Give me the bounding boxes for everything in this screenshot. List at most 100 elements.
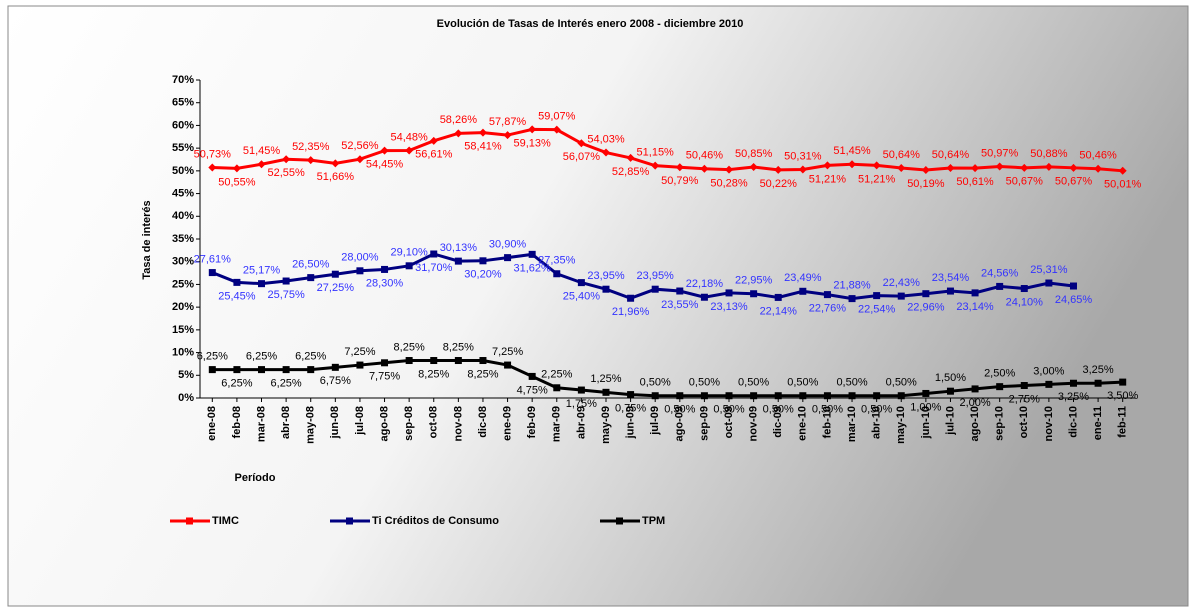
value-label: 50,01% (1104, 179, 1142, 191)
x-tick-label: mar-10 (846, 406, 858, 442)
point (233, 278, 241, 286)
y-tick-label: 55% (172, 142, 194, 154)
value-label: 0,50% (787, 377, 818, 389)
value-label: 2,25% (541, 369, 572, 381)
value-label: 3,50% (1107, 390, 1138, 402)
x-tick-label: ago-09 (674, 406, 686, 441)
value-label: 52,85% (612, 166, 650, 178)
point (996, 282, 1004, 290)
point (282, 366, 290, 374)
value-label: 23,49% (784, 272, 822, 284)
legend-label: TPM (642, 515, 665, 527)
value-label: 0,50% (886, 377, 917, 389)
x-tick-label: abr-10 (871, 406, 883, 439)
point (823, 392, 831, 400)
point (1045, 279, 1053, 287)
x-tick-label: feb-08 (231, 406, 243, 438)
value-label: 26,50% (292, 259, 330, 271)
value-label: 23,95% (637, 270, 675, 282)
point (1069, 379, 1077, 387)
point (355, 155, 364, 164)
point (651, 392, 659, 400)
point (651, 285, 659, 293)
point (258, 280, 266, 288)
x-tick-label: nov-10 (1043, 406, 1055, 441)
point (627, 391, 635, 399)
value-label: 7,25% (492, 346, 523, 358)
point (577, 279, 585, 287)
value-label: 24,65% (1055, 294, 1093, 306)
value-label: 52,55% (267, 167, 305, 179)
value-label: 25,17% (243, 265, 281, 277)
value-label: 25,45% (218, 290, 256, 302)
point (282, 277, 290, 285)
point (823, 291, 831, 299)
y-tick-label: 10% (172, 346, 194, 358)
point (946, 287, 954, 295)
point (577, 386, 585, 394)
point (430, 357, 438, 365)
value-label: 50,88% (1030, 148, 1068, 160)
value-label: 0,50% (763, 404, 794, 416)
value-label: 22,43% (883, 277, 921, 289)
value-label: 51,66% (317, 171, 355, 183)
x-tick-label: sep-08 (403, 406, 415, 441)
point (848, 160, 857, 169)
value-label: 51,45% (243, 145, 281, 157)
series-line (212, 127, 1123, 173)
value-label: 1,50% (935, 372, 966, 384)
point (405, 262, 413, 270)
y-tick-label: 45% (172, 187, 194, 199)
value-label: 51,21% (858, 173, 896, 185)
value-label: 24,10% (1006, 296, 1044, 308)
x-tick-label: nov-09 (748, 406, 760, 441)
x-tick-label: jul-10 (944, 406, 956, 436)
x-tick-label: ene-10 (797, 406, 809, 441)
value-label: 0,75% (615, 402, 646, 414)
value-label: 51,45% (833, 145, 871, 157)
point (872, 161, 881, 170)
point (258, 366, 266, 374)
point (331, 270, 339, 278)
point (1069, 163, 1078, 172)
point (553, 384, 561, 392)
x-tick-label: ago-10 (969, 406, 981, 441)
point (725, 289, 733, 297)
chart-title: Evolución de Tasas de Interés enero 2008… (437, 18, 744, 30)
point (995, 162, 1004, 171)
point (356, 267, 364, 275)
point (971, 385, 979, 393)
x-tick-label: dic-08 (477, 406, 489, 438)
point (577, 139, 586, 148)
point (627, 294, 635, 302)
point (749, 162, 758, 171)
x-tick-label: sep-10 (994, 406, 1006, 441)
y-tick-label: 30% (172, 256, 194, 268)
point (922, 290, 930, 298)
value-label: 6,25% (271, 378, 302, 390)
value-label: 22,54% (858, 304, 896, 316)
value-label: 2,00% (959, 397, 990, 409)
point (848, 392, 856, 400)
x-tick-label: nov-08 (452, 406, 464, 441)
point (1094, 379, 1102, 387)
y-tick-label: 5% (178, 369, 194, 381)
value-label: 56,07% (563, 151, 601, 163)
x-tick-label: dic-10 (1067, 406, 1079, 438)
point (331, 159, 340, 168)
point (774, 293, 782, 301)
value-label: 7,75% (369, 371, 400, 383)
value-label: 0,50% (812, 404, 843, 416)
point (602, 388, 610, 396)
x-tick-label: ene-08 (206, 406, 218, 441)
value-label: 28,30% (366, 277, 404, 289)
point (381, 265, 389, 273)
value-label: 22,96% (907, 302, 945, 314)
value-label: 6,25% (295, 351, 326, 363)
point (1118, 166, 1127, 175)
point (1094, 164, 1103, 173)
x-tick-label: abr-09 (575, 406, 587, 439)
point (208, 163, 217, 172)
